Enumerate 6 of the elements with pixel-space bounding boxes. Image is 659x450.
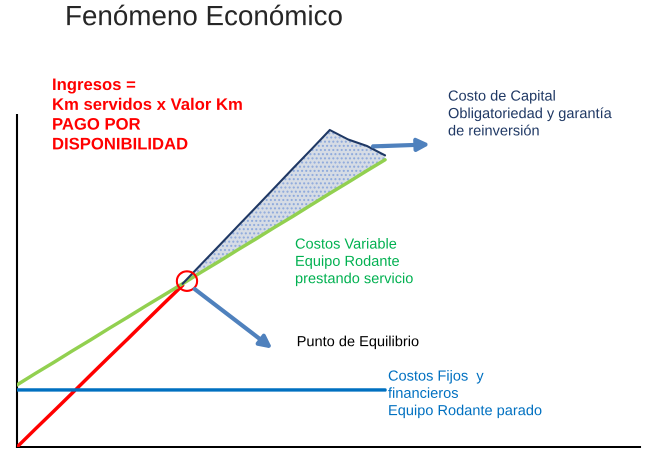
text: Costo de Capital Obligatoriedad y garantía de reinversión (448, 90, 612, 136)
series-label: Costos Fijos y financieros Equipo Rodante parado (388, 370, 542, 418)
chart-title: Fenómeno Económico (67, 4, 342, 26)
text: Ingresos = Km servidos x Valor Km PAGO POR DISPONIBILIDAD (53, 78, 242, 150)
annotation: Punto de Equilibrio (298, 336, 418, 350)
series-label: Costos Variable Equipo Rodante prestando servicio (296, 238, 413, 286)
